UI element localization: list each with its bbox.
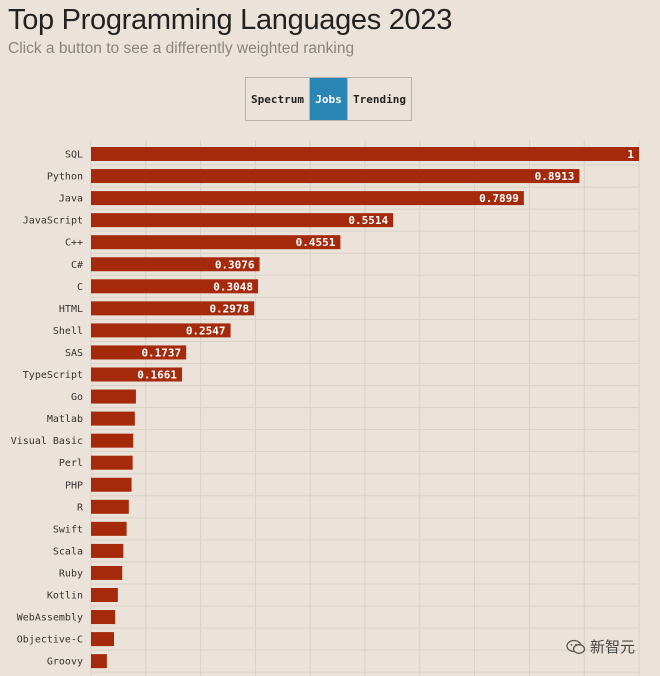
category-label: WebAssembly <box>17 613 83 624</box>
watermark-text: 新智元 <box>590 639 636 656</box>
category-label: JavaScript <box>23 216 83 227</box>
category-label: SAS <box>65 348 83 359</box>
bar[interactable] <box>91 521 127 536</box>
bar[interactable] <box>91 499 129 514</box>
bar[interactable] <box>91 323 231 338</box>
category-label: PHP <box>65 480 83 491</box>
bar[interactable] <box>91 345 187 360</box>
value-label: 0.5514 <box>348 214 388 227</box>
bar[interactable] <box>91 632 115 647</box>
value-label: 0.2547 <box>186 324 226 337</box>
bar[interactable] <box>91 169 580 184</box>
category-label: Perl <box>59 458 83 469</box>
watermark: 新智元 <box>566 636 635 657</box>
value-label: 0.3048 <box>213 280 253 293</box>
page-title: Top Programming Languages 2023 <box>8 4 453 36</box>
category-label: Matlab <box>47 414 83 425</box>
bar[interactable] <box>91 147 639 161</box>
bar[interactable] <box>91 301 255 316</box>
category-label: Visual Basic <box>11 436 83 447</box>
ranking-bar-chart: SQL 1 Python 0.8913 Java 0.7899 JavaScript 0.55… <box>11 140 640 676</box>
bar[interactable] <box>91 565 123 580</box>
category-label: Java <box>59 194 83 205</box>
page-subtitle: Click a button to see a differently weig… <box>8 40 355 57</box>
category-label: SQL <box>65 150 83 161</box>
category-label: Shell <box>53 326 83 337</box>
category-label: C# <box>71 260 83 271</box>
category-label: HTML <box>59 304 83 315</box>
bar[interactable] <box>91 588 118 602</box>
spectrum-button[interactable]: Spectrum <box>246 78 310 120</box>
category-label: Scala <box>53 546 83 557</box>
bar[interactable] <box>91 433 134 448</box>
category-label: Swift <box>53 524 83 535</box>
value-label: 0.3076 <box>215 258 255 271</box>
bar[interactable] <box>91 367 183 382</box>
bar[interactable] <box>91 411 135 426</box>
value-label: 0.1661 <box>137 369 177 382</box>
bar[interactable] <box>91 654 107 669</box>
value-label: 0.8913 <box>535 170 575 183</box>
wechat-icon <box>566 639 586 654</box>
trending-button[interactable]: Trending <box>353 92 406 106</box>
category-label: Go <box>71 392 83 403</box>
bar[interactable] <box>91 389 136 404</box>
bar[interactable] <box>91 191 524 206</box>
category-label: Groovy <box>47 657 83 668</box>
bar[interactable] <box>91 455 133 470</box>
category-label: Python <box>47 172 83 183</box>
bar[interactable] <box>91 279 259 294</box>
jobs-button[interactable]: Jobs <box>310 78 348 120</box>
bar[interactable] <box>91 610 116 625</box>
category-label: C <box>77 282 83 293</box>
bar[interactable] <box>91 235 341 250</box>
category-label: Objective-C <box>17 635 83 646</box>
value-label: 0.7899 <box>479 192 519 205</box>
value-label: 1 <box>627 148 634 161</box>
value-label: 0.4551 <box>296 236 336 249</box>
category-label: Kotlin <box>47 591 83 602</box>
value-label: 0.2978 <box>209 302 249 315</box>
ranking-button-group: Spectrum Jobs Trending <box>245 77 412 121</box>
bar[interactable] <box>91 477 132 492</box>
category-label: TypeScript <box>23 370 83 381</box>
category-label: Ruby <box>59 568 83 579</box>
bar[interactable] <box>91 213 394 228</box>
bar[interactable] <box>91 257 260 272</box>
category-label: R <box>77 502 84 513</box>
value-label: 0.1737 <box>141 346 181 359</box>
category-label: C++ <box>65 238 83 249</box>
bar[interactable] <box>91 543 124 558</box>
